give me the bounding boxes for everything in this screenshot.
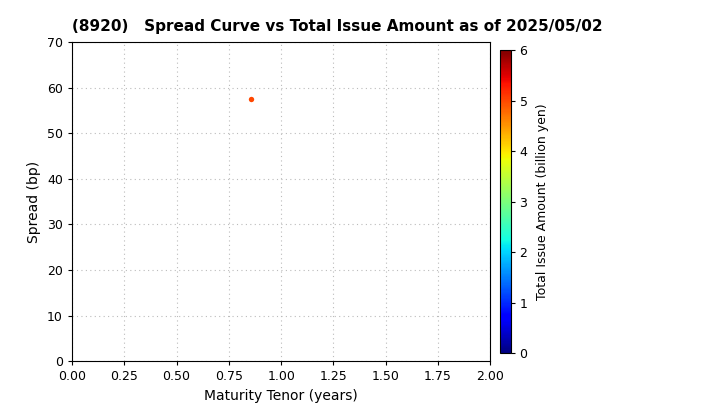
Y-axis label: Spread (bp): Spread (bp): [27, 160, 42, 243]
X-axis label: Maturity Tenor (years): Maturity Tenor (years): [204, 389, 358, 403]
Y-axis label: Total Issue Amount (billion yen): Total Issue Amount (billion yen): [536, 103, 549, 300]
Text: (8920)   Spread Curve vs Total Issue Amount as of 2025/05/02: (8920) Spread Curve vs Total Issue Amoun…: [72, 19, 603, 34]
Point: [245, 96, 256, 102]
